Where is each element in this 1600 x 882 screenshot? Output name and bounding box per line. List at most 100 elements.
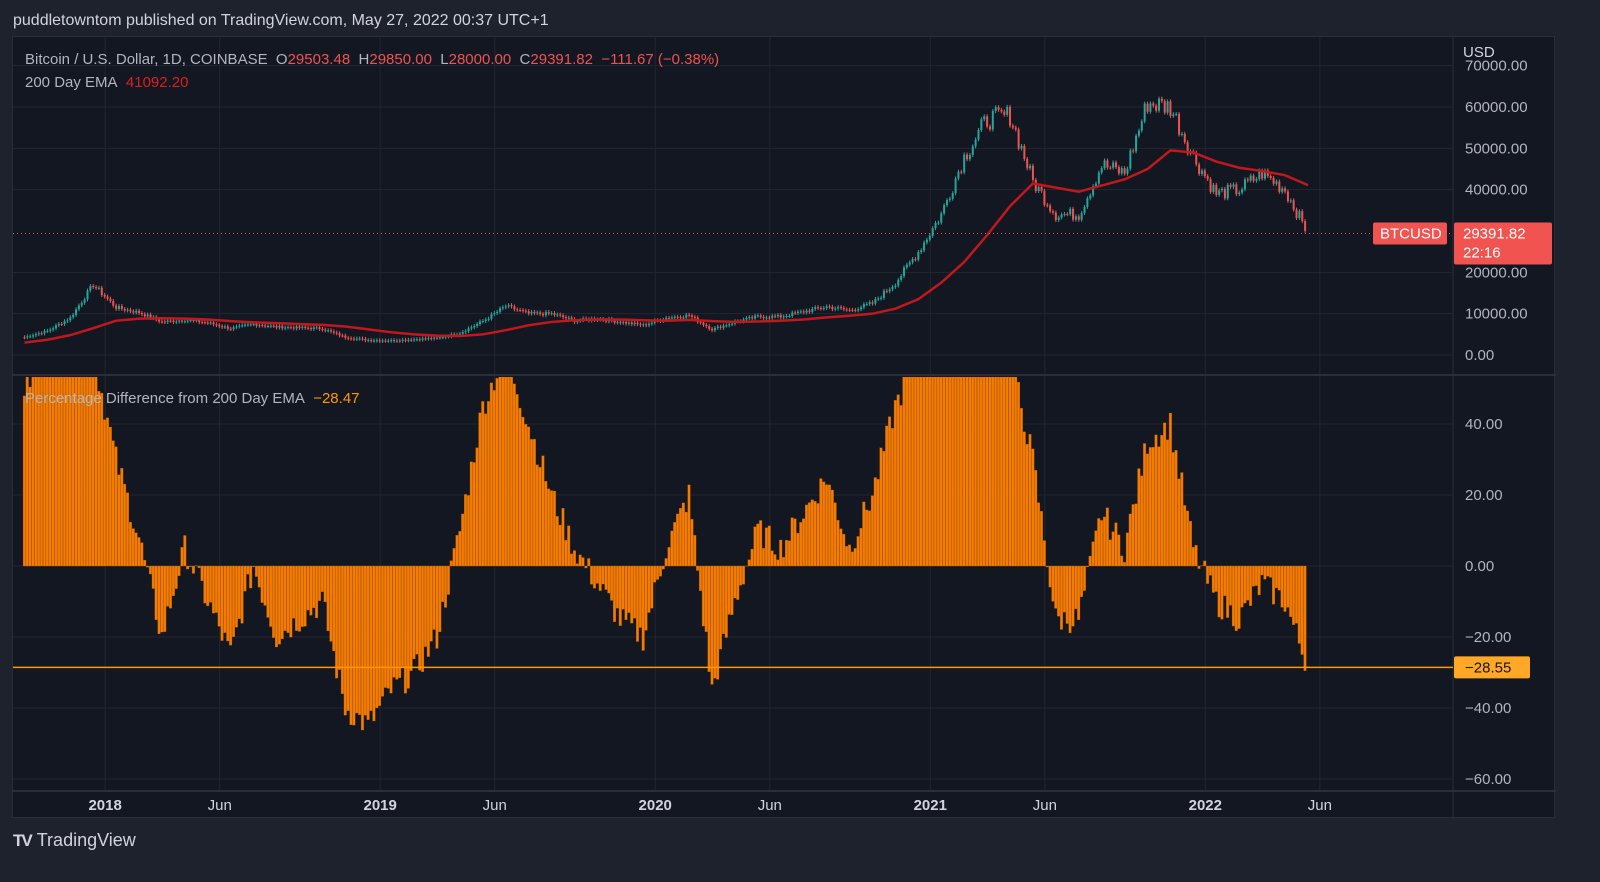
histogram-bar	[896, 394, 900, 567]
histogram-bar	[1292, 565, 1296, 625]
chart-panel[interactable]: BTCUSD 29391.82 22:16 USD 70000.00 60000.00 50…	[12, 36, 1556, 819]
histogram-bar	[475, 447, 479, 567]
price-tick-label: 50000.00	[1465, 140, 1528, 157]
candle	[301, 326, 304, 328]
histogram-bar	[756, 523, 760, 567]
candle	[613, 320, 616, 323]
symbol-title[interactable]: Bitcoin / U.S. Dollar, 1D, COINBASE	[25, 51, 268, 68]
candle	[436, 337, 439, 339]
candle	[670, 317, 673, 319]
candle	[731, 323, 734, 325]
histogram-bar	[131, 528, 135, 567]
candle	[1031, 165, 1034, 180]
histogram-bar	[802, 518, 806, 567]
histogram-bar	[209, 565, 213, 603]
histogram-bar	[91, 377, 95, 567]
price-tick-label: 70000.00	[1465, 58, 1528, 75]
candle	[1089, 195, 1092, 199]
candle	[1143, 103, 1146, 122]
candle	[865, 303, 868, 305]
histogram-bar	[220, 565, 224, 641]
candle	[702, 322, 705, 325]
candle	[877, 298, 880, 300]
ema-label[interactable]: 200 Day EMA	[25, 74, 118, 91]
candle	[1137, 130, 1140, 136]
histogram-bar	[134, 532, 138, 567]
candle	[994, 107, 997, 112]
histogram-bar	[117, 474, 121, 567]
tradingview-logo[interactable]: TV TradingView	[13, 830, 136, 851]
candle	[478, 321, 481, 324]
candle	[1166, 101, 1169, 113]
candle	[458, 333, 461, 335]
candle	[665, 317, 668, 320]
candle	[914, 259, 917, 261]
histogram-bar	[406, 565, 410, 689]
brand-name: TradingView	[36, 830, 136, 850]
candle	[175, 321, 178, 323]
candle	[636, 322, 639, 325]
indicator-tick-label: 20.00	[1465, 487, 1503, 504]
histogram-bar	[297, 565, 301, 632]
candle	[476, 323, 479, 326]
candle	[630, 322, 633, 325]
candle	[705, 324, 708, 327]
candle	[825, 306, 828, 308]
histogram-bar	[678, 508, 682, 567]
histogram-bar	[295, 565, 298, 631]
candle	[1077, 216, 1080, 220]
histogram-bar	[558, 524, 562, 567]
histogram-bar	[375, 565, 379, 709]
histogram-bar	[693, 535, 697, 567]
histogram-bar	[1243, 565, 1247, 604]
candle	[871, 302, 874, 304]
histogram-bar	[329, 565, 333, 642]
candle	[123, 308, 126, 311]
histogram-bar	[1025, 444, 1029, 567]
candle	[1149, 103, 1152, 112]
candle	[685, 314, 688, 318]
candle	[1074, 216, 1077, 220]
candle	[822, 307, 825, 309]
candle	[894, 285, 897, 287]
candle	[321, 329, 324, 331]
candle	[1029, 165, 1032, 169]
histogram-bar	[805, 504, 808, 567]
histogram-bar	[1048, 565, 1052, 588]
histogram-bar	[948, 377, 952, 567]
histogram-bar	[340, 565, 344, 694]
histogram-bar	[1263, 565, 1267, 580]
histogram-bar	[848, 544, 851, 567]
histogram-bar	[796, 532, 800, 567]
indicator-badge	[1454, 656, 1530, 679]
candle	[622, 321, 625, 323]
histogram-bar	[1188, 520, 1192, 567]
candle	[968, 154, 971, 160]
histogram-bar	[111, 440, 115, 567]
histogram-bar	[315, 565, 319, 619]
histogram-bar	[598, 565, 602, 591]
indicator-label[interactable]: Percentage Difference from 200 Day EMA	[25, 390, 305, 407]
indicator-tick-label: 0.00	[1465, 558, 1494, 575]
candle	[1272, 177, 1275, 184]
candle	[461, 332, 464, 334]
histogram-bar	[77, 377, 81, 567]
ema-line	[24, 149, 1309, 344]
histogram-bar	[570, 553, 574, 567]
histogram-bar	[1168, 412, 1172, 567]
histogram-bar	[1160, 435, 1164, 567]
histogram-bar	[1065, 565, 1069, 624]
histogram-bar	[1191, 547, 1195, 567]
histogram-bar	[1105, 507, 1109, 567]
histogram-bar	[352, 565, 356, 726]
histogram-bar	[512, 383, 516, 567]
candle	[779, 314, 782, 318]
candle	[553, 313, 556, 315]
histogram-bar	[976, 377, 980, 567]
candle	[934, 222, 937, 229]
candle	[544, 311, 547, 316]
histogram-bar	[793, 518, 797, 567]
histogram-bar	[1280, 565, 1284, 608]
high-label: H	[358, 51, 370, 68]
